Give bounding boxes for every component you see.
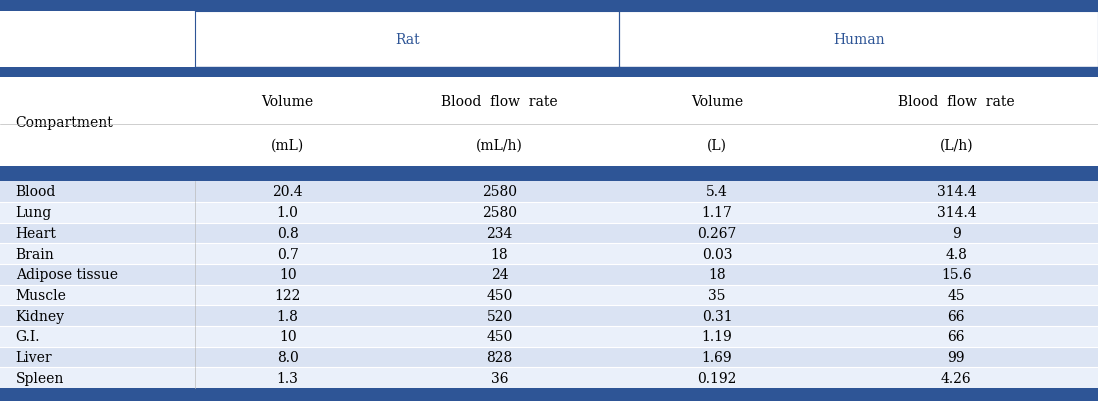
Bar xyxy=(0,12,1098,68)
Text: 122: 122 xyxy=(274,288,301,302)
Text: (mL): (mL) xyxy=(271,138,304,152)
Text: 1.19: 1.19 xyxy=(702,330,732,344)
Text: Muscle: Muscle xyxy=(15,288,67,302)
Bar xyxy=(0,223,1098,244)
Bar xyxy=(0,264,1098,285)
Text: 35: 35 xyxy=(708,288,726,302)
Text: 314.4: 314.4 xyxy=(937,185,976,199)
Text: 5.4: 5.4 xyxy=(706,185,728,199)
Text: 66: 66 xyxy=(948,309,965,323)
Text: Heart: Heart xyxy=(15,226,56,240)
Bar xyxy=(0,244,1098,264)
Bar xyxy=(0,388,1098,401)
Text: Kidney: Kidney xyxy=(15,309,65,323)
Text: Lung: Lung xyxy=(15,206,52,220)
Text: 0.03: 0.03 xyxy=(702,247,732,261)
Text: Human: Human xyxy=(832,33,885,47)
Text: 0.267: 0.267 xyxy=(697,226,737,240)
Text: 2580: 2580 xyxy=(482,185,517,199)
Text: 1.8: 1.8 xyxy=(277,309,299,323)
Bar xyxy=(0,0,1098,12)
Text: 8.0: 8.0 xyxy=(277,350,299,364)
Text: 450: 450 xyxy=(486,330,513,344)
Text: Blood: Blood xyxy=(15,185,56,199)
Bar xyxy=(0,166,1098,182)
Text: 18: 18 xyxy=(708,267,726,282)
Text: (L): (L) xyxy=(707,138,727,152)
Text: 314.4: 314.4 xyxy=(937,206,976,220)
Bar xyxy=(0,285,1098,306)
Text: 1.3: 1.3 xyxy=(277,371,299,385)
Text: 10: 10 xyxy=(279,330,296,344)
Text: (L/h): (L/h) xyxy=(940,138,973,152)
Text: Volume: Volume xyxy=(691,94,743,108)
Text: Rat: Rat xyxy=(395,33,419,47)
Text: 18: 18 xyxy=(491,247,508,261)
Bar xyxy=(0,124,1098,166)
Text: 1.17: 1.17 xyxy=(702,206,732,220)
Text: 66: 66 xyxy=(948,330,965,344)
Text: Blood  flow  rate: Blood flow rate xyxy=(441,94,558,108)
Text: 24: 24 xyxy=(491,267,508,282)
Text: 520: 520 xyxy=(486,309,513,323)
Text: Adipose tissue: Adipose tissue xyxy=(15,267,117,282)
Text: Brain: Brain xyxy=(15,247,55,261)
Text: Spleen: Spleen xyxy=(15,371,64,385)
Text: 15.6: 15.6 xyxy=(941,267,972,282)
Text: (mL/h): (mL/h) xyxy=(477,138,523,152)
Text: 0.31: 0.31 xyxy=(702,309,732,323)
Text: 10: 10 xyxy=(279,267,296,282)
Bar xyxy=(0,203,1098,223)
Bar xyxy=(0,68,1098,78)
Text: 1.69: 1.69 xyxy=(702,350,732,364)
Text: 234: 234 xyxy=(486,226,513,240)
Text: G.I.: G.I. xyxy=(15,330,41,344)
Text: Blood  flow  rate: Blood flow rate xyxy=(898,94,1015,108)
Text: 20.4: 20.4 xyxy=(272,185,303,199)
Bar xyxy=(0,306,1098,326)
Text: 0.7: 0.7 xyxy=(277,247,299,261)
Text: 99: 99 xyxy=(948,350,965,364)
Bar xyxy=(0,326,1098,347)
Text: 9: 9 xyxy=(952,226,961,240)
Text: Compartment: Compartment xyxy=(15,115,113,129)
Text: 4.26: 4.26 xyxy=(941,371,972,385)
Text: 1.0: 1.0 xyxy=(277,206,299,220)
Bar xyxy=(0,368,1098,388)
Text: 828: 828 xyxy=(486,350,513,364)
Text: 450: 450 xyxy=(486,288,513,302)
Bar xyxy=(0,78,1098,124)
Text: Liver: Liver xyxy=(15,350,53,364)
Text: 0.192: 0.192 xyxy=(697,371,737,385)
Text: 2580: 2580 xyxy=(482,206,517,220)
Text: 36: 36 xyxy=(491,371,508,385)
Text: Volume: Volume xyxy=(261,94,314,108)
Text: 0.8: 0.8 xyxy=(277,226,299,240)
Text: 45: 45 xyxy=(948,288,965,302)
Bar xyxy=(0,347,1098,368)
Text: 4.8: 4.8 xyxy=(945,247,967,261)
Bar xyxy=(0,182,1098,203)
